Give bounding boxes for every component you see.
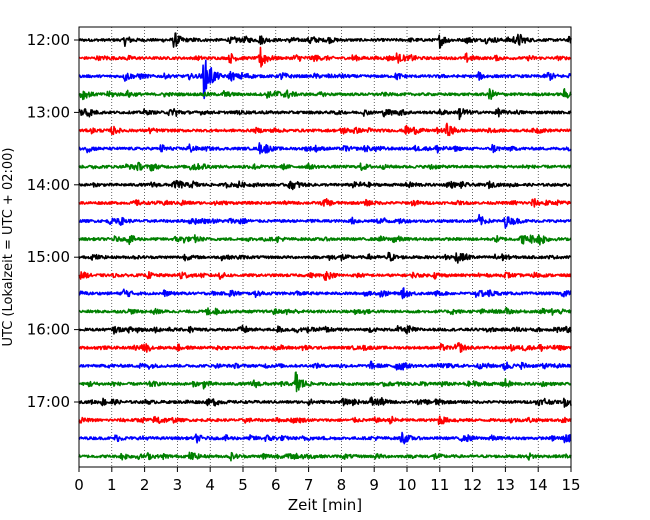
trace-1700 [78, 396, 572, 408]
trace-1300 [78, 107, 572, 121]
trace-1245 [78, 88, 572, 101]
x-tick-label: 15 [561, 476, 580, 494]
trace-1530 [78, 287, 572, 300]
x-tick-label: 9 [369, 476, 379, 494]
grid-lines [111, 27, 539, 467]
seismic-traces [78, 32, 572, 462]
trace-1330 [78, 142, 572, 155]
trace-1400 [78, 179, 572, 191]
x-tick-label: 3 [173, 476, 183, 494]
x-tick-label: 5 [238, 476, 248, 494]
trace-1230 [78, 59, 572, 100]
trace-1215 [78, 46, 572, 68]
trace-1615 [78, 341, 572, 353]
x-tick-label: 1 [107, 476, 117, 494]
x-tick-label: 7 [304, 476, 314, 494]
trace-1545 [78, 306, 572, 316]
x-axis-label: Zeit [min] [288, 496, 362, 514]
trace-1200 [78, 32, 572, 49]
y-tick-label: 12:00 [27, 31, 70, 49]
x-tick-label: 14 [529, 476, 548, 494]
x-tick-label: 8 [337, 476, 347, 494]
x-tick-label: 11 [430, 476, 449, 494]
x-tick-label: 13 [496, 476, 515, 494]
trace-1745 [78, 451, 572, 462]
trace-1730 [78, 431, 572, 445]
trace-1315 [78, 122, 572, 137]
y-tick-label: 14:00 [27, 176, 70, 194]
x-tick-label: 6 [271, 476, 281, 494]
y-tick-label: 15:00 [27, 248, 70, 266]
trace-1445 [78, 234, 572, 246]
plot-frame [78, 26, 572, 468]
x-tick-label: 4 [205, 476, 215, 494]
y-axis-ticks: 12:00 13:00 14:00 15:00 16:00 17:00 [27, 31, 79, 411]
x-tick-label: 12 [463, 476, 482, 494]
trace-1500 [78, 251, 572, 264]
x-tick-label: 2 [140, 476, 150, 494]
trace-1430 [78, 213, 572, 229]
trace-1515 [78, 270, 572, 281]
y-axis-label: UTC (Lokalzeit = UTC + 02:00) [1, 148, 16, 347]
trace-1715 [78, 415, 572, 426]
x-tick-label: 0 [74, 476, 84, 494]
trace-1630 [78, 360, 572, 371]
x-tick-label: 10 [397, 476, 416, 494]
y-tick-label: 16:00 [27, 321, 70, 339]
trace-1345 [78, 161, 572, 172]
x-axis-ticks: 0 1 2 3 4 5 6 7 8 9 10 11 12 13 14 15 [74, 467, 581, 494]
trace-1600 [78, 324, 572, 335]
trace-1415 [78, 197, 572, 208]
y-tick-label: 13:00 [27, 103, 70, 121]
trace-1645 [78, 371, 572, 393]
y-tick-label: 17:00 [27, 393, 70, 411]
